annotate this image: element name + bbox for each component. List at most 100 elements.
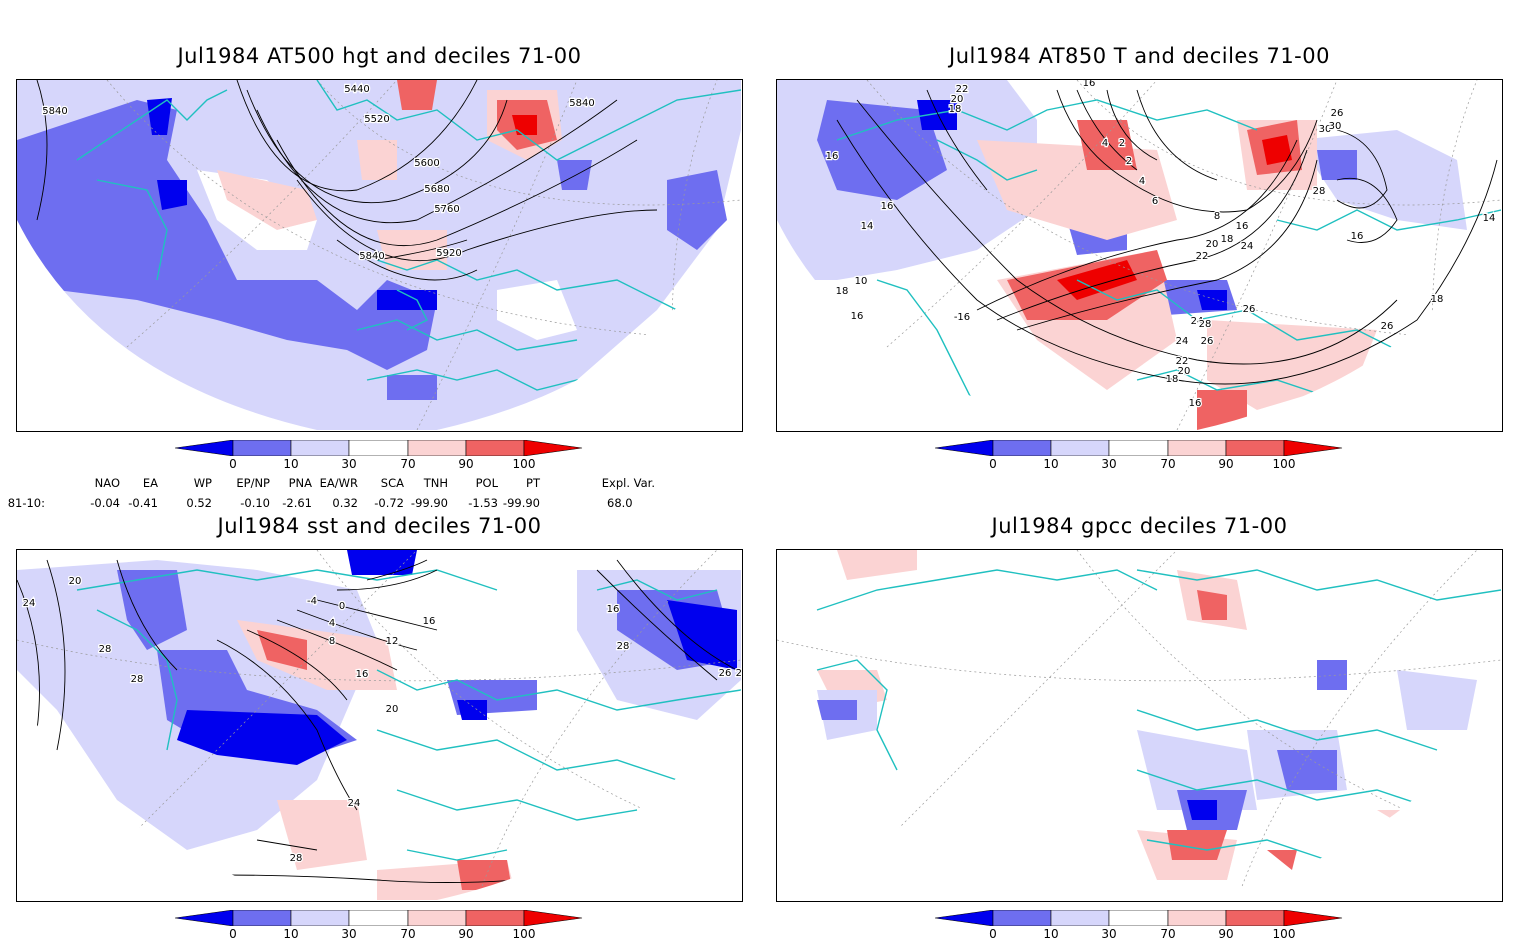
colorbar-tick-label: 90: [458, 927, 474, 941]
index-name: NAO: [94, 476, 120, 490]
colorbar-swatch: [992, 910, 1052, 926]
coastline: [1136, 569, 1501, 601]
contour-line: [316, 599, 438, 631]
contour-line: [276, 139, 638, 247]
decile-region-dark-red: [512, 115, 537, 135]
contour-line: [616, 559, 738, 671]
contour-label: 22: [1196, 251, 1209, 262]
decile-region-light-red: [837, 550, 917, 580]
decile-region-dark-blue: [1187, 800, 1217, 820]
map-domain-mask: [777, 690, 1077, 900]
index-value: -0.10: [240, 496, 270, 510]
contour-line: [1336, 129, 1388, 209]
coastline: [376, 729, 678, 781]
map-domain-mask: [437, 690, 741, 900]
decile-region-mid-blue: [17, 100, 437, 370]
graticule-line: [316, 80, 741, 206]
colorbar-tick-label: 100: [512, 927, 536, 941]
contour-line: [336, 239, 478, 281]
contour-line: [366, 559, 428, 581]
contour-line: [336, 569, 438, 591]
contour-label: 30: [1329, 121, 1342, 132]
colorbar-tick-label: 10: [1043, 927, 1059, 941]
coastline: [396, 289, 428, 331]
indices-row-label: 81-10:: [7, 496, 45, 510]
contour-line: [296, 609, 418, 651]
contour-line: [856, 99, 1398, 365]
decile-region-dark-blue: [1197, 290, 1227, 310]
contour-line: [836, 119, 1498, 385]
coastline: [406, 849, 508, 861]
contour-label: 6: [1152, 196, 1158, 207]
colorbar-tick-label: 70: [400, 457, 416, 471]
coastline: [96, 179, 168, 281]
map-domain-mask: [17, 690, 317, 900]
contour-line: [1136, 89, 1218, 181]
contour-label: 5600: [414, 158, 439, 169]
panel-2-title: Jul1984 AT850 T and deciles 71-00: [949, 44, 1330, 68]
contour-line: [246, 629, 348, 701]
contour-label: 5840: [359, 251, 384, 262]
colorbar-swatches: [175, 440, 583, 456]
decile-region-dark-blue: [917, 100, 957, 130]
contour-label: 16: [423, 616, 436, 627]
colorbar-arrow-left: [935, 440, 994, 456]
decile-region-mid-blue: [1277, 750, 1337, 790]
colorbar-tick-label: 10: [283, 927, 299, 941]
index-value: -1.53: [468, 496, 498, 510]
decile-region-light-red: [217, 170, 317, 230]
index-name: EP/NP: [236, 476, 270, 490]
index-value: -0.41: [128, 496, 158, 510]
graticule-line: [866, 80, 1501, 341]
colorbar-tick-label: 30: [341, 457, 357, 471]
contour-label: 22: [1176, 356, 1189, 367]
decile-region-dark-red: [1057, 260, 1137, 300]
graticule-line: [786, 80, 1158, 430]
colorbar-tick-label: 90: [1218, 927, 1234, 941]
coastline: [356, 319, 578, 351]
contour-label: 30: [1319, 124, 1332, 135]
coastline: [396, 789, 638, 821]
index-value: -99.90: [502, 496, 540, 510]
graticule-line: [1076, 80, 1501, 206]
contour-label: 28: [99, 644, 112, 655]
colorbar-arrow-right: [523, 910, 583, 926]
contour-label: 18: [1166, 374, 1179, 385]
graticule-line: [17, 639, 741, 682]
contour-line: [976, 139, 1298, 311]
decile-region-light-red: [277, 800, 367, 870]
coastline: [1136, 769, 1438, 811]
teleconnection-indices: 81-10: NAO -0.04 EA -0.41 WP 0.52 EP/NP -0.10 PN…: [0, 474, 700, 514]
index-name: EA: [142, 476, 158, 490]
index-name: TNH: [423, 476, 448, 490]
colorbar-tick-label: 90: [1218, 457, 1234, 471]
contour-line: [276, 619, 398, 671]
colorbar-swatch: [1050, 910, 1110, 926]
coastline: [936, 139, 1038, 181]
contour-label: 16: [1236, 221, 1249, 232]
contour-label: 18: [836, 286, 849, 297]
contour-label: 2: [1119, 138, 1125, 149]
contour-line: [116, 559, 178, 671]
graticule-line: [476, 550, 718, 900]
colorbar-arrow-right: [1283, 440, 1343, 456]
decile-region-mid-blue: [1317, 150, 1357, 180]
contour-label: 14: [1483, 213, 1496, 224]
panel-3-title: Jul1984 sst and deciles 71-00: [217, 514, 542, 538]
colorbar-swatches: [935, 910, 1343, 926]
contour-label: 4: [1102, 138, 1108, 149]
contour-label: 5920: [436, 248, 461, 259]
colorbar-panel-4: 0 10 30 70 90 100: [935, 910, 1345, 946]
map-panel-t850: 22 20 18 16 16 14 10 18 16 -16 16 2 4 2 4 6 8 16 18 20 22 24 2…: [776, 79, 1503, 432]
contour-line: [17, 579, 40, 731]
decile-region-mid-blue: [1317, 660, 1347, 690]
contour-label: 10: [855, 276, 868, 287]
contour-label: 16: [851, 311, 864, 322]
contour-label: 22: [956, 84, 969, 95]
contour-label: 16: [607, 604, 620, 615]
contour-line: [296, 179, 658, 262]
index-value: -0.04: [90, 496, 120, 510]
contour-label: 24: [1241, 241, 1254, 252]
coastline: [876, 279, 978, 411]
coastline: [316, 80, 741, 161]
